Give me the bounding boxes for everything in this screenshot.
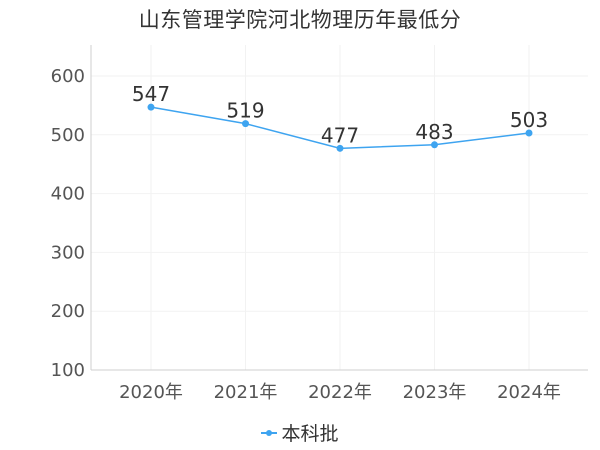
y-tick-label: 500: [51, 125, 85, 146]
y-tick-labels: 100 200 300 400 500 600: [51, 66, 85, 381]
chart-title: 山东管理学院河北物理历年最低分: [138, 8, 462, 32]
y-tick-label: 600: [51, 66, 85, 87]
data-label: 503: [510, 108, 548, 132]
x-tick-labels: 2020年 2021年 2022年 2023年 2024年: [119, 382, 561, 403]
data-label: 519: [226, 99, 264, 123]
series-layer: [147, 103, 533, 152]
y-tick-label: 300: [51, 242, 85, 263]
y-tick-label: 100: [51, 360, 85, 381]
grid-layer: [91, 45, 588, 370]
y-tick-label: 200: [51, 301, 85, 322]
x-tick-label: 2021年: [214, 382, 278, 403]
data-point[interactable]: [336, 144, 344, 152]
data-label: 477: [321, 123, 359, 147]
legend-label: 本科批: [281, 423, 339, 445]
x-tick-label: 2020年: [119, 382, 183, 403]
legend-marker-icon: [261, 428, 278, 438]
data-point[interactable]: [242, 120, 249, 128]
legend: 本科批: [0, 419, 600, 446]
data-point[interactable]: [431, 141, 438, 149]
x-tick-label: 2022年: [308, 382, 372, 403]
data-labels: 547 519 477 483 503: [132, 82, 548, 147]
x-tick-label: 2023年: [403, 382, 467, 403]
data-point[interactable]: [147, 103, 155, 111]
data-label: 547: [132, 82, 170, 106]
data-label: 483: [415, 120, 453, 144]
axis-layer: [90, 45, 588, 371]
data-point[interactable]: [525, 129, 533, 137]
x-tick-label: 2024年: [497, 382, 561, 403]
legend-item[interactable]: 本科批: [261, 419, 339, 446]
y-tick-label: 400: [51, 184, 85, 205]
